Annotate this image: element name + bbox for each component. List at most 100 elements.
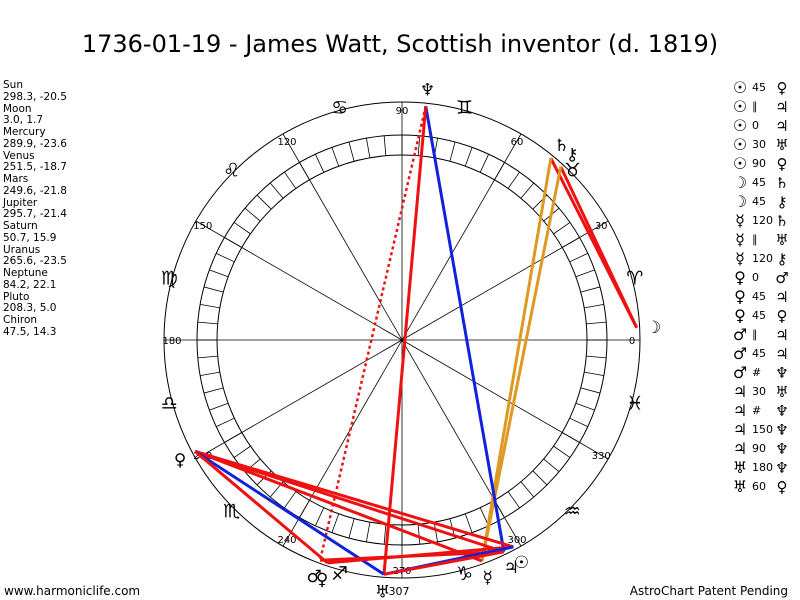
planet-glyph-icon: ♆ — [420, 80, 435, 100]
degree-label: 300 — [507, 535, 526, 546]
planet-name: Jupiter — [3, 196, 38, 209]
aspect-line — [327, 545, 514, 565]
zodiac-sign-icon: ♓ — [626, 392, 643, 414]
aspect-line — [194, 449, 514, 549]
planet-coords: 295.7, -21.4 — [3, 208, 67, 221]
degree-tick — [200, 304, 220, 309]
aspect-body-b-icon: ♅ — [775, 135, 789, 154]
aspect-body-b-icon: ♀ — [776, 306, 788, 325]
aspect-row: ♃ # ♆ — [728, 401, 800, 420]
degree-tick — [575, 269, 595, 278]
degree-tick — [233, 222, 251, 235]
sign-spoke — [195, 220, 609, 460]
planet-name: Uranus — [3, 243, 41, 256]
aspect-row: ☿ 120 ♄ — [728, 211, 800, 230]
aspect-body-a-icon: ♃ — [732, 439, 748, 458]
chart-title: 1736-01-19 - James Watt, Scottish invent… — [81, 30, 719, 58]
aspect-body-b-icon: ♃ — [775, 97, 789, 116]
aspect-angle: 45 — [752, 347, 766, 360]
aspect-line — [559, 166, 639, 329]
degree-tick — [348, 141, 355, 162]
aspect-angle: 120 — [752, 252, 773, 265]
planet-name: Saturn — [3, 220, 38, 232]
degree-label: 240 — [277, 535, 296, 546]
zodiac-sign-icon: ♌ — [223, 160, 240, 182]
aspect-body-a-icon: ☉ — [732, 116, 748, 135]
aspect-line — [383, 550, 505, 576]
planet-glyph-icon: ⚷ — [566, 145, 578, 165]
aspect-row: ♃ 30 ♅ — [728, 382, 800, 401]
aspect-body-a-icon: ☿ — [735, 249, 745, 268]
aspect-row: ♅ 60 ♀ — [728, 477, 800, 496]
aspect-row: ☉ 90 ♀ — [728, 154, 800, 173]
aspect-row: ♃ 90 ♆ — [728, 439, 800, 458]
degree-tick — [209, 402, 229, 411]
planet-glyph-icon: ♄ — [554, 136, 569, 156]
aspect-body-b-icon: ♆ — [775, 363, 789, 382]
planet-coords: 3.0, 1.7 — [3, 114, 44, 127]
degree-tick — [584, 304, 604, 309]
zodiac-sign-icon: ♉ — [564, 160, 581, 182]
aspect-row: ☿ 120 ⚷ — [728, 249, 800, 268]
degree-tick — [553, 445, 571, 458]
planet-glyph-icon: ♃ — [504, 558, 519, 578]
degree-tick — [383, 524, 387, 545]
degree-tick — [584, 371, 604, 376]
planet-coords: 265.6, -23.5 — [3, 255, 67, 268]
aspect-body-a-icon: ☉ — [732, 135, 748, 154]
degree-tick — [569, 253, 588, 263]
degree-tick — [586, 321, 607, 325]
degree-tick — [417, 135, 421, 156]
aspect-angle: ∥ — [752, 233, 758, 246]
uranus-degree-label: 307 — [389, 585, 410, 598]
aspect-row: ♂ ∥ ♃ — [728, 325, 800, 344]
degree-tick — [244, 207, 261, 222]
aspect-angle: 120 — [752, 214, 773, 227]
zodiac-sign-icon: ♒ — [564, 500, 581, 522]
degree-tick — [315, 154, 325, 173]
zodiac-sign-icon: ♑ — [456, 563, 473, 585]
zodiac-sign-icon: ♏ — [223, 500, 240, 522]
aspect-body-a-icon: ☉ — [732, 78, 748, 97]
degree-tick — [507, 171, 520, 189]
aspect-body-a-icon: ☿ — [735, 211, 745, 230]
aspect-row: ♀ 45 ♀ — [728, 306, 800, 325]
degree-tick — [209, 269, 229, 278]
aspect-row: ♂ 45 ♃ — [728, 344, 800, 363]
degree-label: 330 — [592, 451, 611, 462]
patent-note: AstroChart Patent Pending — [629, 584, 788, 598]
aspect-row: ☉ ∥ ♃ — [728, 97, 800, 116]
aspect-line — [480, 157, 553, 562]
aspect-body-b-icon: ♆ — [775, 420, 789, 439]
aspect-row: ♃ 150 ♆ — [728, 420, 800, 439]
degree-tick — [315, 507, 325, 526]
planet-coords: 47.5, 14.3 — [3, 325, 57, 338]
aspect-body-b-icon: ♄ — [775, 211, 789, 230]
degree-tick — [586, 355, 607, 359]
aspect-line — [424, 105, 506, 553]
aspect-body-a-icon: ♃ — [732, 420, 748, 439]
degree-tick — [256, 194, 272, 210]
aspect-row: ♀ 45 ♃ — [728, 287, 800, 306]
planet-coords: 289.9, -23.6 — [3, 137, 67, 150]
aspect-line — [194, 450, 483, 563]
degree-tick — [331, 147, 340, 167]
degree-tick — [449, 141, 456, 162]
planet-coords: 84.2, 22.1 — [3, 278, 57, 291]
aspect-body-b-icon: ⚷ — [776, 192, 788, 211]
aspect-body-b-icon: ♃ — [775, 116, 789, 135]
aspect-body-b-icon: ♅ — [775, 230, 789, 249]
degree-tick — [580, 286, 601, 293]
aspect-angle: # — [752, 404, 762, 417]
aspect-angle: 150 — [752, 423, 773, 436]
planet-glyph-icon: ☽ — [646, 318, 661, 338]
aspect-body-a-icon: ♃ — [732, 401, 748, 420]
aspect-body-a-icon: ☽ — [732, 192, 748, 211]
aspect-row: ☽ 45 ⚷ — [728, 192, 800, 211]
degree-label: 30 — [595, 221, 608, 232]
degree-tick — [203, 387, 224, 394]
degree-tick — [203, 286, 224, 293]
zodiac-sign-icon: ♍ — [161, 268, 178, 290]
site-link[interactable]: www.harmoniclife.com — [4, 584, 141, 598]
